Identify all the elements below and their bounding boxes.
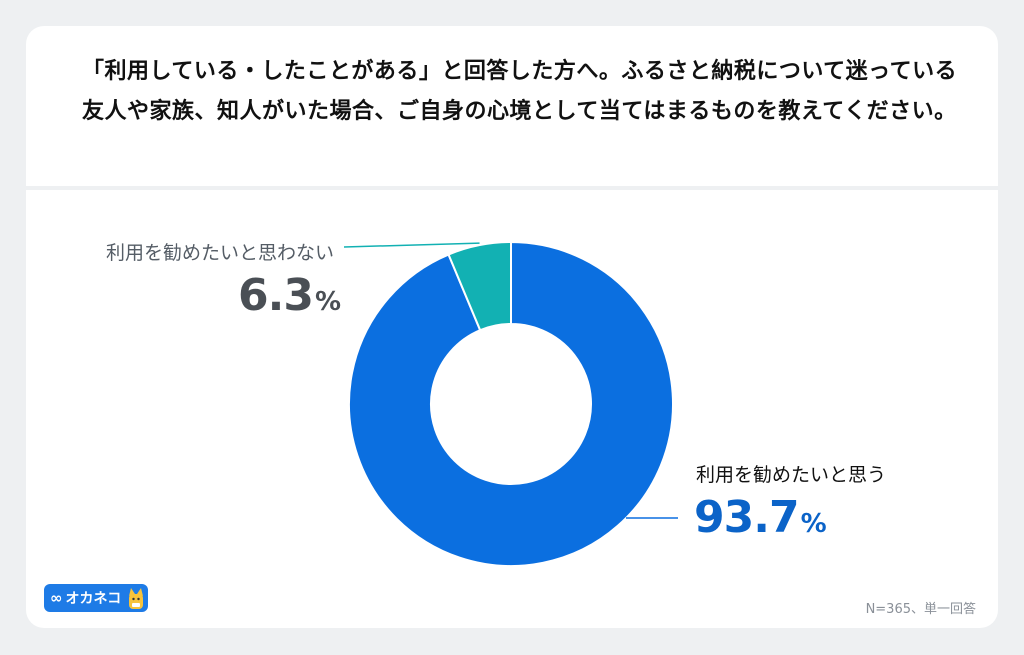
cat-mascot-icon [129,588,143,609]
chart-card: 「利用している・したことがある」と回答した方へ。ふるさと納税について迷っている友… [26,26,998,628]
leader-line-not-recommend [343,242,480,248]
slice-recommend [348,240,674,567]
question-text: 「利用している・したことがある」と回答した方へ。ふるさと納税について迷っている友… [82,59,958,124]
brand-logo-text: オカネコ [65,591,122,607]
donut-chart [343,240,678,567]
label-recommend: 利用を勧めたいと思う [696,464,887,486]
value-not-recommend: 6.3% [238,270,341,321]
value-recommend: 93.7% [694,492,827,543]
footnote: N=365、単一回答 [865,602,976,617]
value-recommend-unit: % [800,509,827,539]
value-recommend-number: 93.7 [694,492,800,543]
value-not-recommend-unit: % [314,287,341,317]
infinity-icon: ∞ [50,589,63,607]
value-not-recommend-number: 6.3 [238,270,314,321]
slice-not-recommend [447,240,512,332]
divider [26,186,998,190]
brand-logo: ∞ オカネコ [44,584,148,612]
label-not-recommend: 利用を勧めたいと思わない [106,242,335,264]
